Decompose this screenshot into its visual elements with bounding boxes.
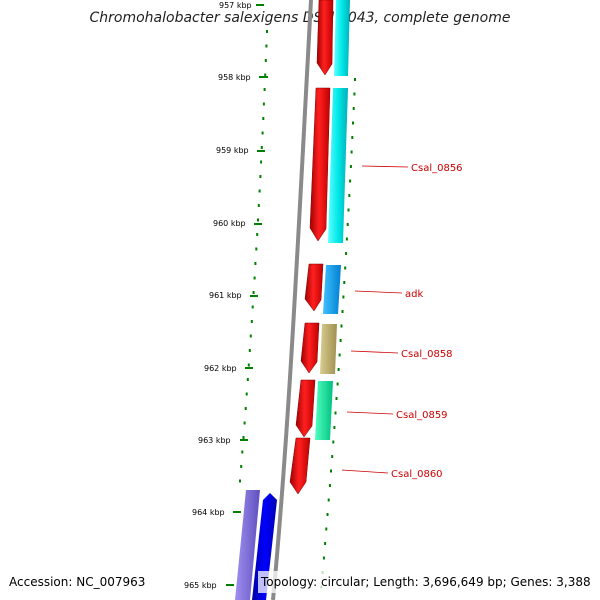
tick-label: 964 kbp bbox=[192, 508, 225, 517]
genome-backbone bbox=[271, 0, 313, 600]
tick-label: 965 kbp bbox=[184, 581, 217, 590]
tick-label: 962 kbp bbox=[204, 364, 237, 373]
tick-label: 959 kbp bbox=[216, 146, 249, 155]
leader-line bbox=[361, 165, 409, 168]
gene-bar-adk[interactable] bbox=[323, 265, 341, 314]
gene-label[interactable]: Csal_0860 bbox=[391, 469, 443, 480]
cds-arrow[interactable] bbox=[289, 437, 311, 495]
cds-features bbox=[289, 0, 334, 495]
label-leaders bbox=[341, 165, 409, 474]
gene-bar-purple[interactable] bbox=[235, 490, 260, 600]
outer-tick-ring bbox=[320, 78, 356, 589]
tick-label: 961 kbp bbox=[209, 291, 242, 300]
gene-features bbox=[235, 0, 350, 600]
gene-bar-cyan[interactable] bbox=[328, 88, 348, 243]
leader-line bbox=[354, 290, 403, 294]
gene-label[interactable]: adk bbox=[405, 289, 423, 300]
accession-text: Accession: NC_007963 bbox=[9, 575, 145, 589]
gene-label[interactable]: Csal_0859 bbox=[396, 410, 448, 421]
topology-background bbox=[258, 571, 594, 593]
gene-bar-olive[interactable] bbox=[320, 324, 337, 374]
map-title: Chromohalobacter salexigens DSM 3043, co… bbox=[90, 10, 511, 26]
cds-arrow[interactable] bbox=[309, 87, 331, 242]
cds-arrow[interactable] bbox=[304, 263, 324, 312]
inner-tick-ring bbox=[239, 30, 268, 483]
leader-line bbox=[341, 469, 389, 474]
cds-arrow[interactable] bbox=[300, 322, 320, 374]
gene-label[interactable]: Csal_0858 bbox=[401, 349, 453, 360]
gene-bar-green[interactable] bbox=[315, 381, 333, 440]
leader-line bbox=[346, 411, 394, 415]
tick-label: 958 kbp bbox=[218, 73, 251, 82]
tick-label: 963 kbp bbox=[198, 436, 231, 445]
leader-line bbox=[350, 350, 399, 354]
tick-label: 957 kbp bbox=[219, 1, 252, 10]
gene-labels: Csal_0856 adk Csal_0858 Csal_0859 Csal_0… bbox=[391, 163, 463, 480]
tick-marks: 957 kbp 958 kbp 959 kbp 960 kbp 961 kbp … bbox=[184, 1, 268, 590]
topology-text: Topology: circular; Length: 3,696,649 bp… bbox=[260, 575, 591, 589]
gene-bar-cyan[interactable] bbox=[334, 0, 350, 76]
cds-arrow[interactable] bbox=[295, 379, 316, 438]
cds-arrow[interactable] bbox=[316, 0, 334, 76]
tick-label: 960 kbp bbox=[213, 219, 246, 228]
gene-label[interactable]: Csal_0856 bbox=[411, 163, 463, 174]
